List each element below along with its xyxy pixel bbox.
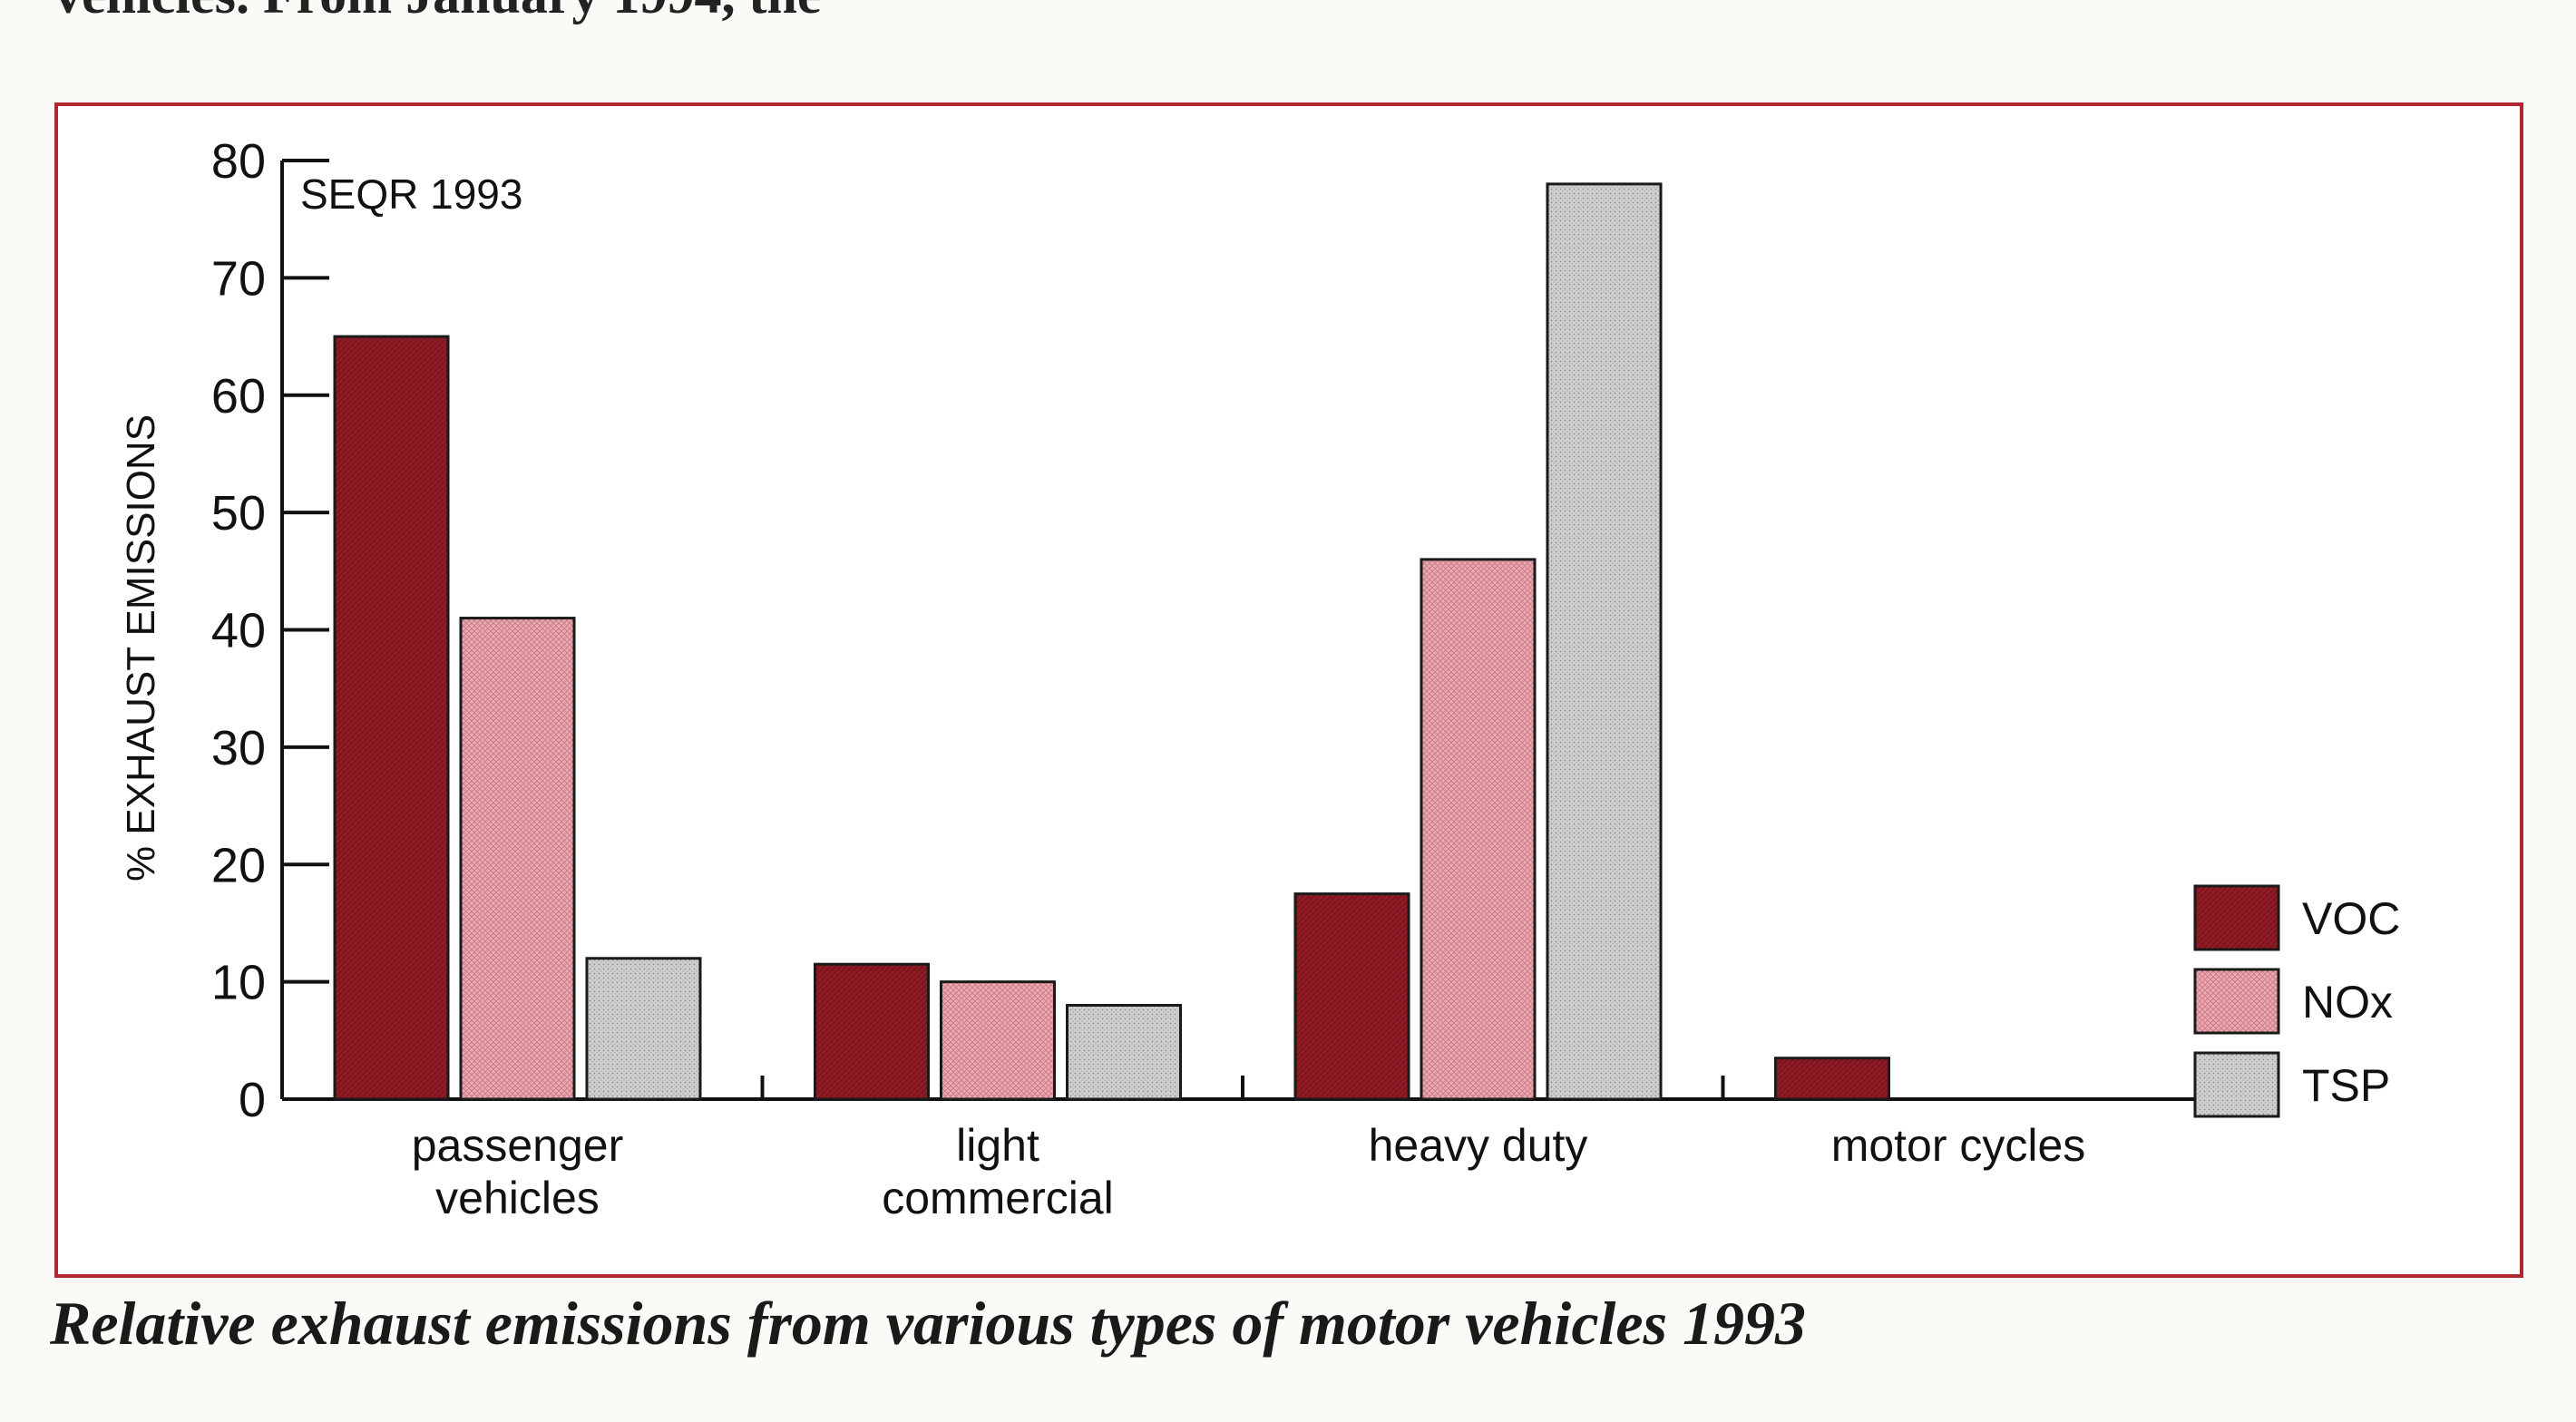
y-tick-label: 50 (211, 486, 266, 541)
figure-frame: 0 10 20 30 40 50 60 70 80 % EXHAUST EMISSIONS SEQR… (54, 102, 2523, 1278)
legend-swatch-voc (2193, 884, 2280, 951)
x-category-label: vehicles (435, 1173, 600, 1223)
figure-caption: Relative exhaust emissions from various … (50, 1289, 1807, 1358)
y-tick-label: 20 (211, 838, 266, 892)
bar-voc-1 (814, 962, 930, 1101)
bar-chart: 0 10 20 30 40 50 60 70 80 % EXHAUST EMISSIONS SEQR… (119, 134, 2400, 1223)
bar-voc-0 (333, 335, 450, 1101)
y-tick-label: 80 (211, 134, 266, 189)
page-top-text: vehicles. From January 1994, the (54, 0, 821, 26)
legend-swatch-nox (2193, 968, 2280, 1035)
x-category-label: passenger (412, 1120, 624, 1171)
x-category-label: motor cycles (1831, 1120, 2086, 1171)
x-category-label: commercial (882, 1173, 1114, 1223)
bar-voc-3 (1774, 1057, 1890, 1101)
y-tick-label: 60 (211, 369, 266, 424)
x-category-label: heavy duty (1369, 1120, 1588, 1171)
bar-nox-2 (1420, 558, 1537, 1101)
bar-nox-1 (940, 980, 1056, 1101)
y-tick-label: 40 (211, 604, 266, 658)
legend-swatch-tsp (2193, 1051, 2280, 1118)
y-axis-label: % EXHAUST EMISSIONS (119, 414, 163, 881)
y-tick-label: 70 (211, 251, 266, 306)
x-category-label: light (956, 1120, 1039, 1171)
bar-voc-2 (1293, 892, 1410, 1101)
bar-tsp-1 (1066, 1004, 1182, 1101)
y-tick-label: 30 (211, 721, 266, 775)
bar-tsp-0 (585, 957, 702, 1101)
bar-nox-0 (459, 617, 576, 1101)
bar-tsp-2 (1546, 182, 1663, 1101)
legend-label-voc: VOC (2302, 893, 2400, 944)
y-tick-label: 0 (239, 1073, 266, 1127)
legend-label-tsp: TSP (2302, 1060, 2390, 1111)
chart-annotation: SEQR 1993 (300, 170, 522, 218)
y-tick-label: 10 (211, 956, 266, 1010)
legend-label-nox: NOx (2302, 977, 2393, 1028)
